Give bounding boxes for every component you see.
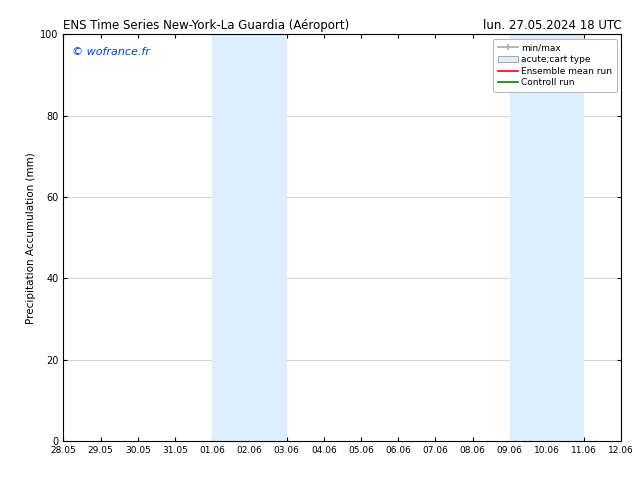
Text: ENS Time Series New-York-La Guardia (Aéroport): ENS Time Series New-York-La Guardia (Aér… <box>63 19 349 32</box>
Legend: min/max, acute;cart type, Ensemble mean run, Controll run: min/max, acute;cart type, Ensemble mean … <box>493 39 617 92</box>
Bar <box>212 34 287 441</box>
Y-axis label: Precipitation Accumulation (mm): Precipitation Accumulation (mm) <box>26 152 36 323</box>
Text: © wofrance.fr: © wofrance.fr <box>72 47 150 56</box>
Text: lun. 27.05.2024 18 UTC: lun. 27.05.2024 18 UTC <box>482 19 621 32</box>
Bar <box>510 34 584 441</box>
